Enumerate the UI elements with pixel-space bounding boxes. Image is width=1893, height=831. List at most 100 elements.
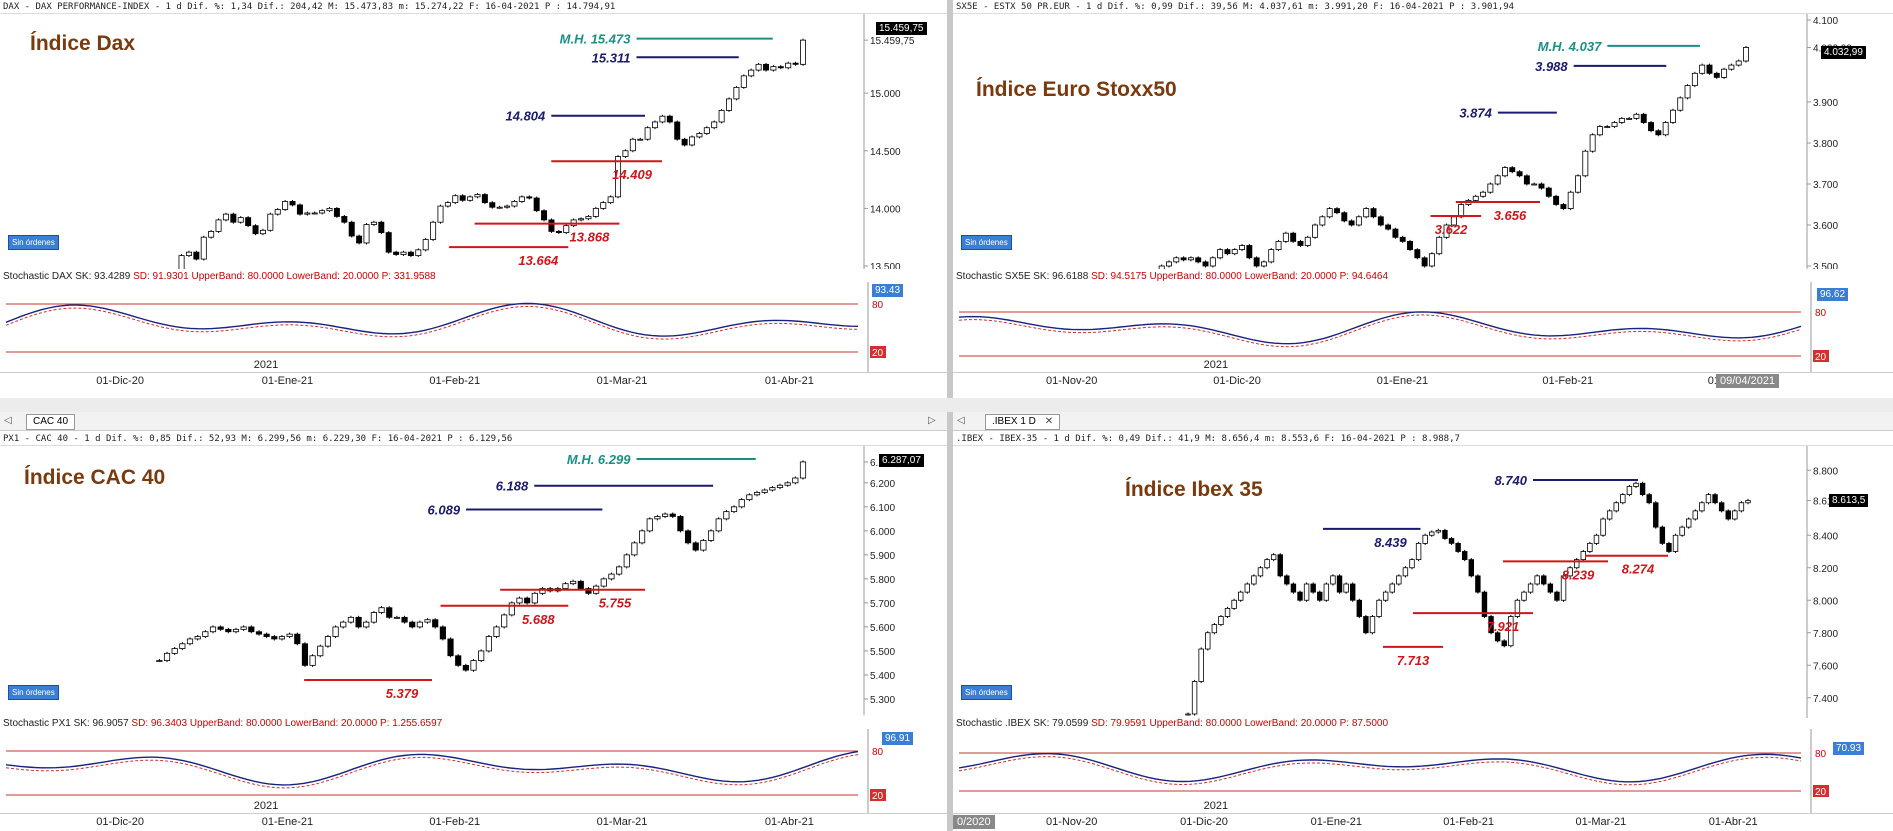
year-label: 2021 [253, 800, 279, 812]
stochastic-value-label: 96.62 [1817, 288, 1849, 301]
candle [1743, 47, 1749, 62]
candle [746, 494, 753, 501]
chart-title: Índice Euro Stoxx50 [976, 78, 1177, 101]
y-tick-label: 3.600 [1813, 221, 1838, 232]
y-tick-label: 15.459,75 [870, 36, 915, 47]
candle [401, 616, 408, 623]
y-tick-label: 5.800 [870, 575, 895, 586]
level-label: 5.379 [386, 686, 419, 701]
candle [1589, 134, 1596, 152]
candle [301, 643, 309, 666]
candle [1284, 575, 1290, 585]
candle [703, 127, 710, 134]
stochastic-chart[interactable]: 80 20 [0, 282, 947, 372]
pane-divider[interactable] [947, 0, 953, 831]
candle [444, 202, 451, 207]
candle [430, 221, 437, 240]
x-tick-label: 01-Feb-21 [429, 816, 481, 828]
candle [1692, 510, 1698, 520]
candle [282, 201, 289, 210]
pane-divider-horizontal[interactable] [0, 398, 1893, 412]
candle [1310, 583, 1316, 593]
tab-cac40[interactable]: CAC 40 [26, 414, 76, 430]
stochastic-lower: LowerBand: 20.0000 [286, 271, 379, 282]
candle [1662, 122, 1669, 136]
candle [1487, 183, 1494, 193]
candle [1626, 486, 1633, 496]
candle [1323, 583, 1330, 601]
candle [178, 255, 185, 269]
stochastic-k-line [958, 753, 1802, 783]
price-chart[interactable]: 6.287,07 6.200 6.100 6.000 5.900 5.800 5.700 5.… [0, 446, 947, 718]
tab-scroll-left-icon[interactable]: ◁ [4, 415, 12, 426]
price-chart[interactable]: 15.459,75 15.000 14.500 14.000 13.500 M.H. 15… [0, 14, 947, 269]
tab-close-icon[interactable]: ✕ [1044, 416, 1054, 427]
candle [225, 628, 232, 633]
candle [422, 239, 429, 251]
candle [1195, 257, 1202, 263]
candle [1458, 204, 1465, 218]
tab-ibex[interactable]: .IBEX 1 D ✕ [985, 414, 1061, 430]
candle [194, 636, 201, 640]
candle [1648, 122, 1655, 132]
candle [1684, 85, 1691, 99]
y-tick-label: 6.100 [870, 503, 895, 514]
price-chart[interactable]: 4.100 4.032,99 3.900 3.800 3.700 3.600 3.500 M.… [953, 14, 1893, 269]
candle [585, 588, 592, 594]
no-orders-badge[interactable]: Sin órdenes [8, 685, 59, 700]
candle [1672, 534, 1679, 552]
candle [1481, 591, 1488, 617]
candle [1725, 510, 1731, 520]
candle [481, 194, 488, 204]
y-tick-label: 6.200 [870, 479, 895, 490]
candle [1639, 482, 1646, 496]
candle [733, 86, 740, 100]
price-chart[interactable]: 8.800 8.613,5 8.400 8.200 8.000 7.800 7.600 7.4… [953, 446, 1893, 718]
candle [1370, 208, 1377, 218]
candle [200, 236, 207, 260]
candle [1435, 529, 1442, 533]
candle [1718, 502, 1725, 512]
candle [1319, 216, 1326, 226]
candle [1217, 249, 1224, 259]
candle [800, 39, 806, 65]
candle [1422, 534, 1428, 544]
candle [1297, 240, 1304, 246]
band-80-label: 80 [1815, 308, 1827, 319]
candle [1653, 502, 1659, 528]
tab-scroll-left-icon[interactable]: ◁ [957, 415, 965, 426]
tab-scroll-right-icon[interactable]: ▷ [928, 415, 936, 426]
no-orders-badge[interactable]: Sin órdenes [961, 235, 1012, 250]
level-label: 3.988 [1535, 59, 1568, 74]
candle [1166, 261, 1172, 267]
band-20-box [870, 346, 886, 358]
candle [156, 660, 163, 662]
no-orders-badge[interactable]: Sin órdenes [8, 235, 59, 250]
candle [1604, 126, 1611, 128]
candle [1732, 510, 1738, 520]
candle [1428, 253, 1435, 267]
candle [1348, 220, 1355, 226]
chart-pane-dax: DAX - DAX PERFORMANCE-INDEX - 1 d Dif. %… [0, 0, 947, 398]
level-label: M.H. 4.037 [1538, 39, 1602, 54]
candle [1705, 494, 1712, 504]
tab-bar-left: ◁ CAC 40 ▷ [0, 412, 947, 431]
candle [1356, 599, 1362, 617]
candle [1187, 257, 1194, 261]
candle [1443, 224, 1450, 238]
stochastic-chart[interactable]: 80 20 [0, 729, 947, 813]
candle [274, 209, 281, 215]
candle [777, 66, 784, 69]
candle [1205, 632, 1211, 650]
stochastic-chart[interactable]: 80 20 [953, 729, 1893, 813]
candle [1392, 228, 1399, 238]
candle [1655, 130, 1662, 136]
candle [1231, 599, 1237, 609]
stochastic-chart[interactable]: 80 20 [953, 282, 1893, 372]
candle [508, 602, 515, 616]
candle [341, 216, 348, 223]
candle [1180, 257, 1187, 261]
candle [409, 621, 416, 628]
no-orders-badge[interactable]: Sin órdenes [961, 685, 1012, 700]
quote-header: .IBEX - IBEX-35 - 1 d Dif. %: 0,49 Dif.:… [953, 432, 1893, 446]
